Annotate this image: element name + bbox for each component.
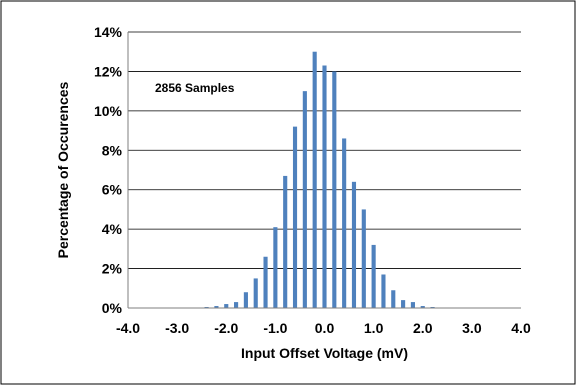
y-tick-label: 12% bbox=[94, 63, 123, 79]
y-tick-label: 10% bbox=[94, 103, 123, 119]
x-tick-label: 4.0 bbox=[511, 320, 531, 336]
y-tick-label: 6% bbox=[102, 182, 123, 198]
histogram-bar bbox=[322, 65, 327, 308]
histogram-bar bbox=[283, 175, 288, 308]
x-tick-label: 2.0 bbox=[413, 320, 433, 336]
y-tick-label: 14% bbox=[94, 24, 123, 40]
histogram-bar bbox=[243, 292, 248, 308]
histogram-bar bbox=[224, 304, 229, 308]
histogram-bar bbox=[302, 91, 307, 309]
histogram-bar bbox=[214, 306, 219, 308]
x-tick-label: -3.0 bbox=[165, 320, 189, 336]
y-tick-labels: 0% 2% 4% 6% 8% 10% 12% 14% bbox=[94, 24, 123, 316]
y-tick-label: 0% bbox=[102, 300, 123, 316]
x-tick-label: 0.0 bbox=[315, 320, 335, 336]
histogram-bar bbox=[420, 306, 425, 308]
histogram-bar bbox=[263, 256, 268, 308]
histogram-bar bbox=[332, 71, 337, 308]
bar-series bbox=[204, 51, 435, 309]
histogram-bar bbox=[253, 278, 258, 308]
x-tick-label: 1.0 bbox=[364, 320, 384, 336]
histogram-bar bbox=[361, 209, 366, 308]
x-tick-label: -4.0 bbox=[116, 320, 140, 336]
histogram-bar bbox=[401, 300, 406, 308]
x-tick-label: -1.0 bbox=[263, 320, 287, 336]
histogram-bar bbox=[312, 51, 317, 308]
histogram-bar bbox=[410, 302, 415, 308]
histogram-bar bbox=[342, 138, 347, 308]
x-tick-label: 3.0 bbox=[462, 320, 482, 336]
histogram-bar bbox=[273, 227, 278, 308]
histogram-bar bbox=[292, 126, 298, 308]
y-tick-label: 8% bbox=[102, 142, 123, 158]
y-tick-label: 4% bbox=[102, 221, 123, 237]
histogram-bar bbox=[234, 302, 239, 308]
y-tick-label: 2% bbox=[102, 261, 123, 277]
histogram-bar bbox=[391, 290, 396, 308]
histogram-bar bbox=[371, 244, 376, 308]
x-tick-labels: -4.0 -3.0 -2.0 -1.0 0.0 1.0 2.0 3.0 4.0 bbox=[116, 320, 531, 336]
histogram-bar bbox=[381, 274, 386, 308]
x-axis-title: Input Offset Voltage (mV) bbox=[241, 345, 408, 361]
histogram-bar bbox=[351, 181, 357, 308]
x-tick-label: -2.0 bbox=[214, 320, 238, 336]
y-axis-title: Percentage of Occurences bbox=[55, 81, 71, 258]
sample-count-annotation: 2856 Samples bbox=[155, 81, 235, 95]
